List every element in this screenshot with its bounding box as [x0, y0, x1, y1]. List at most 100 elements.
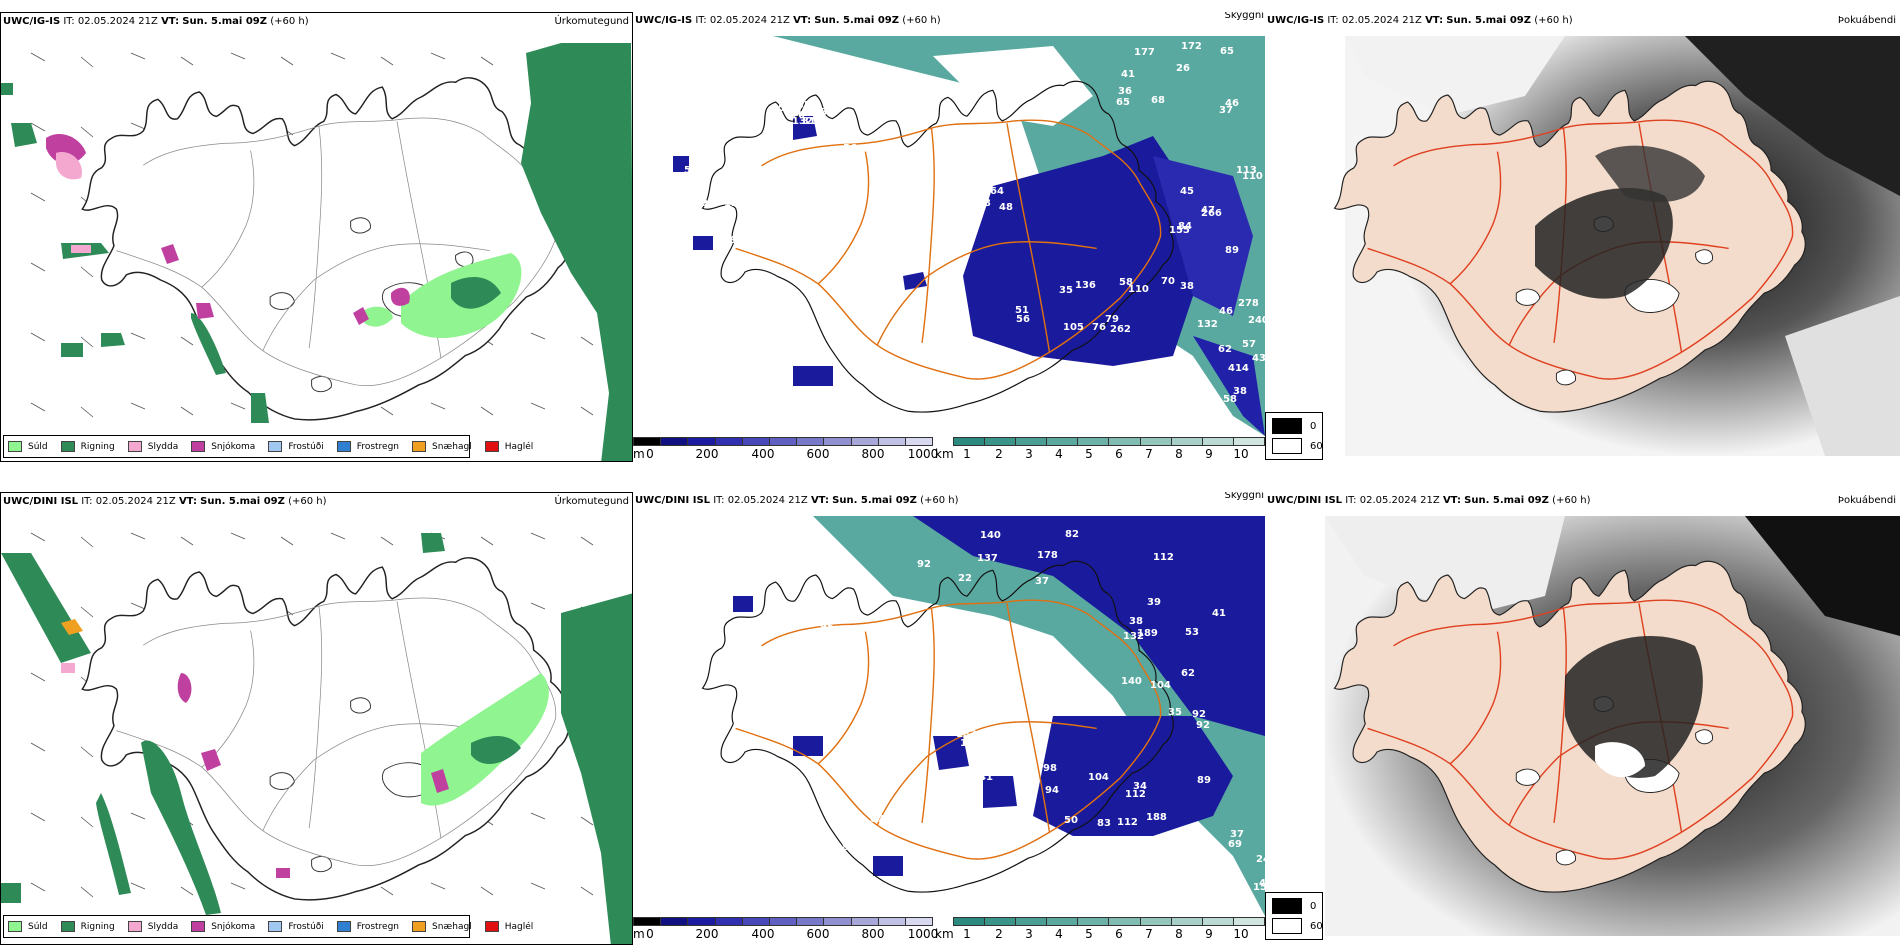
cloud-base-value: 110	[958, 774, 979, 785]
cloud-base-value: 112	[1117, 817, 1138, 828]
cloud-base-value: 110	[1128, 284, 1149, 295]
vt-label: VT:	[1425, 15, 1444, 26]
vt-value: Sun. 5.mai 09Z	[1464, 495, 1549, 506]
cloud-base-value: 104	[1088, 772, 1109, 783]
cloud-base-value: 255	[818, 135, 839, 146]
map-header: UWC/IG-IS IT: 02.05.2024 21Z VT: Sun. 5.…	[633, 12, 1265, 30]
precip-areas	[1, 43, 632, 461]
cloud-base-value: 35	[797, 100, 811, 111]
panel-title-cloud: Skyggni	[1224, 12, 1264, 21]
cloud-base-value: 50	[1064, 815, 1078, 826]
cloud-base-value: 177	[1134, 47, 1155, 58]
fog-map-canvas	[1333, 36, 1900, 456]
cloud-base-value: 67	[831, 636, 845, 647]
it-value: 02.05.2024 21Z	[1359, 495, 1440, 506]
lead-time: (+60 h)	[920, 495, 959, 506]
cloud-base-value: 172	[1181, 41, 1202, 52]
it-label: IT:	[63, 16, 75, 27]
it-value: 02.05.2024 21Z	[95, 496, 176, 507]
vt-value: Sun. 5.mai 09Z	[200, 496, 285, 507]
cloud-base-value: 139	[960, 738, 981, 749]
cloud-base-value: 58	[1119, 277, 1133, 288]
cloud-base-value: 189	[1137, 628, 1158, 639]
it-label: IT:	[81, 496, 93, 507]
cloud-base-value: 34	[1133, 781, 1147, 792]
cloud-base-value: 142	[954, 162, 975, 173]
cloud-base-value: 240	[1248, 315, 1265, 326]
cloud-base-value: 112	[1153, 552, 1174, 563]
map-header: UWC/DINI ISL IT: 02.05.2024 21Z VT: Sun.…	[633, 492, 1265, 510]
lead-time: (+60 h)	[288, 496, 327, 507]
cloud-base-value: 83	[973, 198, 987, 209]
cloud-base-value: 78	[992, 151, 1006, 162]
precip-type-map-top: UWC/IG-IS IT: 02.05.2024 21Z VT: Sun. 5.…	[0, 12, 633, 462]
cloud-base-value: 76	[1092, 322, 1106, 333]
cloud-base-value: 266	[1201, 208, 1222, 219]
legend-item: Snæhagl	[412, 921, 472, 932]
cloud-base-value: 46	[1225, 98, 1239, 109]
legend-item: Slydda	[127, 441, 178, 452]
model-name: UWC/DINI ISL	[635, 495, 711, 506]
cloud-base-value: 65	[1220, 46, 1234, 57]
cloud-base-value: 38	[793, 813, 807, 824]
cloud-base-value: 38	[1233, 386, 1247, 397]
cloud-base-value: 84	[899, 813, 913, 824]
cloud-base-value: 54	[778, 103, 792, 114]
cloud-base-value: 151	[745, 154, 766, 165]
cloud-base-value: 26	[1176, 63, 1190, 74]
cloud-base-value: 57	[1242, 339, 1256, 350]
precip-map-canvas	[1, 532, 632, 944]
cloud-base-value: 33	[986, 155, 1000, 166]
cloud-base-value: 208	[828, 842, 849, 853]
cloud-base-value: 310	[802, 116, 823, 127]
it-value: 02.05.2024 21Z	[77, 16, 158, 27]
cloud-base-value: 37	[1230, 829, 1244, 840]
cloud-base-values: 172 266 262 414 310 126 83 65 89 79 62 132 130 142 26 1…	[676, 41, 1265, 405]
cloud-base-value: 64	[990, 186, 1004, 197]
cloud-base-value: 278	[1238, 298, 1259, 309]
legend-item: Frostúði	[268, 441, 324, 452]
cloud-base-value: 178	[1037, 550, 1058, 561]
cloud-base-value: 36	[1118, 86, 1132, 97]
cloud-base-value: 95	[820, 622, 834, 633]
cloud-base-colorbar: m 0 200 400 600 800 1000	[633, 917, 938, 945]
cloud-base-value: 110	[1242, 171, 1263, 182]
cloud-base-value: 44	[950, 198, 964, 209]
cloud-base-value: 84	[1178, 221, 1192, 232]
map-header: UWC/DINI ISL IT: 02.05.2024 21Z VT: Sun.…	[1265, 492, 1900, 510]
cloud-base-value: 126	[724, 198, 745, 209]
visibility-colorbar: km 1 2 3 4 5 6 7 8 9 10	[935, 437, 1265, 462]
vt-value: Sun. 5.mai 09Z	[814, 15, 899, 26]
cloud-base-value: 43	[1252, 353, 1265, 364]
cloud-base-value: 262	[1110, 324, 1131, 335]
cloud-base-value: 89	[1197, 775, 1211, 786]
cloud-base-value: 79	[1105, 314, 1119, 325]
cloud-base-value: 182	[956, 729, 977, 740]
cloud-base-value: 41	[1121, 69, 1135, 80]
cloud-base-value: 414	[1228, 363, 1249, 374]
precip-legend: Súld Rigning Slydda Snjókoma Frostúði Fr…	[3, 435, 533, 458]
cloud-base-value: 41	[1212, 608, 1226, 619]
precip-map-canvas	[1, 43, 632, 461]
cloud-base-value: 152	[1253, 882, 1265, 893]
cloud-base-value: 136	[1075, 280, 1096, 291]
legend-item: Snæhagl	[412, 441, 472, 452]
cloud-base-value: 83	[1097, 818, 1111, 829]
cloud-base-value: 35	[1059, 285, 1073, 296]
legend-item: Frostregn	[336, 921, 399, 932]
cloud-base-value: 208	[970, 198, 991, 209]
cloud-base-value: 46	[1219, 306, 1233, 317]
cloud-base-value: 47	[1201, 205, 1215, 216]
cloud-base-value: 51	[1015, 305, 1029, 316]
lead-time: (+60 h)	[1534, 15, 1573, 26]
cloud-base-value: 105	[1063, 322, 1084, 333]
model-name: UWC/DINI ISL	[3, 496, 79, 507]
cloud-base-value: 132	[1123, 631, 1144, 642]
cloud-base-value: 118	[848, 91, 869, 102]
cloud-base-value: 118	[807, 861, 828, 872]
it-value: 02.05.2024 21Z	[709, 15, 790, 26]
legend-item: Rigning	[60, 921, 115, 932]
cloud-base-value: 76	[791, 110, 805, 121]
cloud-base-value: 86	[820, 107, 834, 118]
cloud-base-value: 65	[1116, 97, 1130, 108]
